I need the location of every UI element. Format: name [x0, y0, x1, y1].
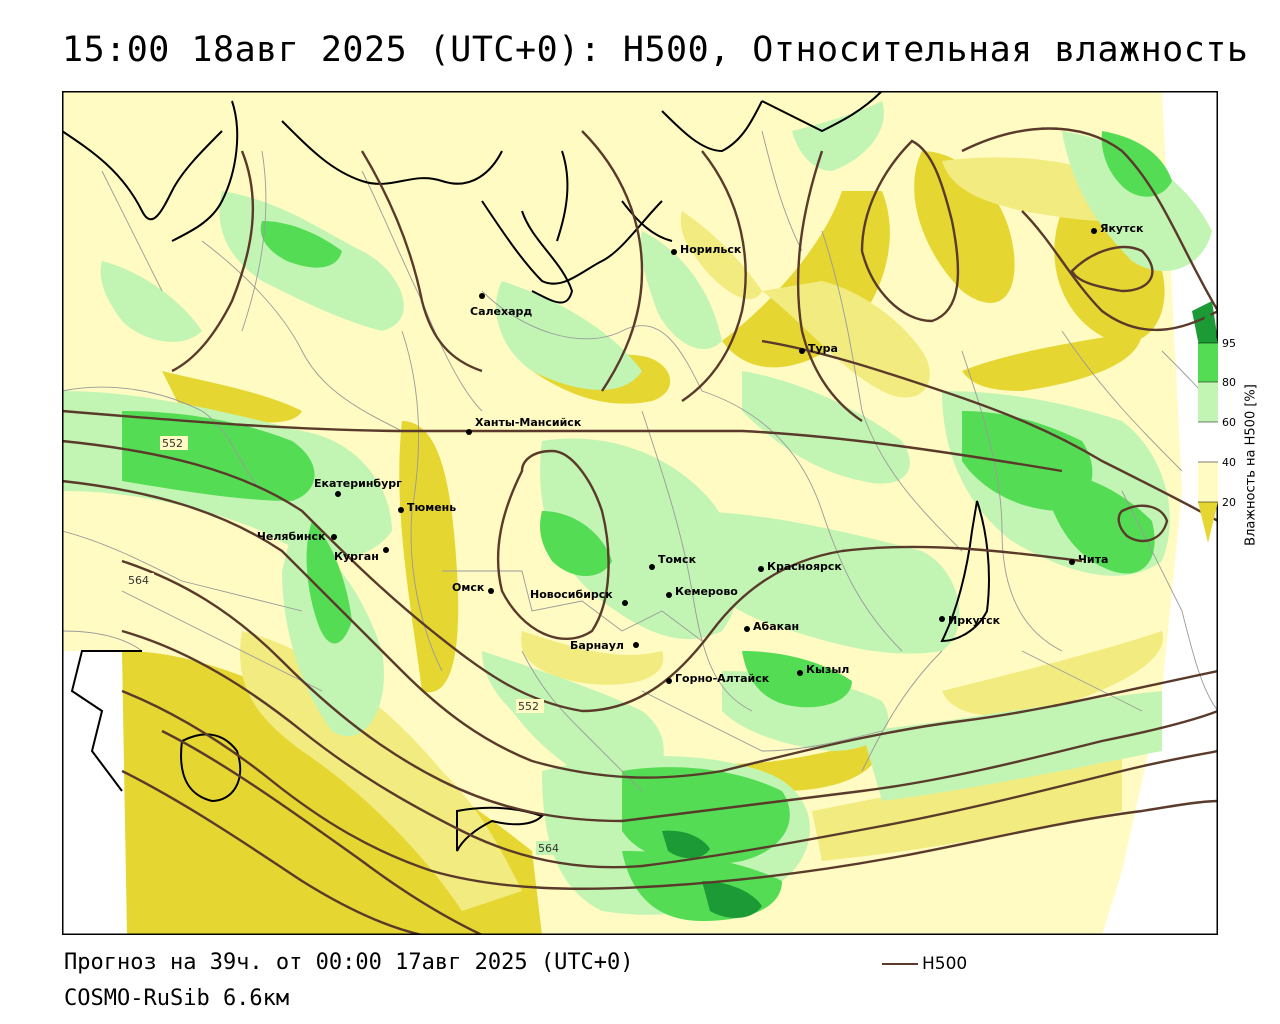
city-gorno-altaysk: Горно-Алтайск [666, 672, 770, 685]
humidity-legend-bar [1198, 305, 1218, 543]
legend-swatch-20-40 [1198, 462, 1218, 502]
svg-text:Горно-Алтайск: Горно-Алтайск [675, 672, 770, 685]
model-name: COSMO-RuSib 6.6км [64, 986, 290, 1011]
legend-swatch-gt95 [1198, 305, 1218, 343]
city-chita: Чита [1069, 553, 1108, 566]
legend-swatch-40-60 [1198, 422, 1218, 462]
forecast-map: 552 564 552 564 Норильск Салехард Тура Я… [62, 91, 1218, 935]
legend-swatch-lt20 [1198, 502, 1218, 543]
svg-text:Курган: Курган [334, 550, 379, 563]
humidity-80-95 [122, 131, 1172, 921]
legend-tick-60: 60 [1222, 416, 1236, 429]
svg-text:Салехард: Салехард [470, 305, 532, 318]
contour-label: 564 [128, 574, 149, 587]
h500-line-key: H500 [882, 954, 967, 974]
svg-text:Красноярск: Красноярск [767, 560, 842, 573]
legend-tick-40: 40 [1222, 456, 1236, 469]
svg-text:Чита: Чита [1078, 553, 1108, 566]
forecast-info: Прогноз на 39ч. от 00:00 17авг 2025 (UTC… [64, 950, 634, 975]
svg-text:Челябинск: Челябинск [257, 530, 326, 543]
city-irkutsk: Иркутск [939, 614, 1001, 627]
city-chelyabinsk: Челябинск [257, 530, 337, 543]
city-salekhard: Салехард [470, 293, 532, 318]
svg-text:Норильск: Норильск [680, 243, 742, 256]
h500-line-swatch [882, 963, 918, 965]
legend-tick-20: 20 [1222, 496, 1236, 509]
svg-text:Абакан: Абакан [753, 620, 799, 633]
svg-text:Якутск: Якутск [1100, 222, 1144, 235]
svg-text:Иркутск: Иркутск [948, 614, 1001, 627]
humidity-20-40 [62, 157, 1164, 911]
contour-label: 552 [518, 700, 539, 713]
svg-text:Барнаул: Барнаул [570, 639, 624, 652]
city-novosibirsk: Новосибирск [530, 588, 628, 606]
city-kyzyl: Кызыл [797, 663, 849, 676]
svg-text:Ханты-Мансийск: Ханты-Мансийск [475, 416, 582, 429]
svg-text:Томск: Томск [658, 553, 697, 566]
h500-line-label: H500 [922, 954, 968, 974]
svg-text:Новосибирск: Новосибирск [530, 588, 613, 601]
city-yekaterinburg: Екатеринбург [314, 477, 402, 497]
city-markers: Норильск Салехард Тура Якутск Ханты-Манс… [257, 222, 1144, 685]
contour-label: 552 [162, 437, 183, 450]
legend-swatch-60-80 [1198, 382, 1218, 422]
legend-title: Влажность на H500 [%] [1243, 384, 1259, 546]
city-yakutsk: Якутск [1091, 222, 1144, 235]
city-abakan: Абакан [744, 620, 799, 633]
h500-contours [62, 127, 1218, 935]
city-krasnoyarsk: Красноярск [758, 560, 842, 573]
svg-text:Кемерово: Кемерово [675, 585, 738, 598]
city-tura: Тура [799, 342, 838, 355]
legend-swatch-80-95 [1198, 343, 1218, 382]
city-omsk: Омск [452, 581, 494, 594]
city-kemerovo: Кемерово [666, 585, 738, 598]
contour-labels: 552 564 552 564 [126, 436, 564, 855]
outside-domain [62, 651, 127, 935]
map-frame [62, 91, 1218, 935]
svg-text:Тюмень: Тюмень [407, 501, 456, 514]
outside-domain [1102, 91, 1218, 935]
legend-tick-95: 95 [1222, 337, 1236, 350]
city-norilsk: Норильск [671, 243, 742, 256]
legend-tick-80: 80 [1222, 376, 1236, 389]
svg-text:Омск: Омск [452, 581, 485, 594]
map-title: 15:00 18авг 2025 (UTC+0): H500, Относите… [62, 30, 1249, 70]
city-khanty-mansiysk: Ханты-Мансийск [466, 416, 582, 435]
admin-borders [62, 130, 1218, 792]
svg-text:Кызыл: Кызыл [806, 663, 849, 676]
city-kurgan: Курган [334, 547, 389, 563]
svg-text:Тура: Тура [808, 342, 838, 355]
coastlines [62, 91, 990, 852]
city-tyumen: Тюмень [398, 501, 456, 514]
city-barnaul: Барнаул [570, 639, 639, 652]
contour-label: 564 [538, 842, 559, 855]
svg-text:Екатеринбург: Екатеринбург [314, 477, 402, 490]
city-tomsk: Томск [649, 553, 697, 570]
